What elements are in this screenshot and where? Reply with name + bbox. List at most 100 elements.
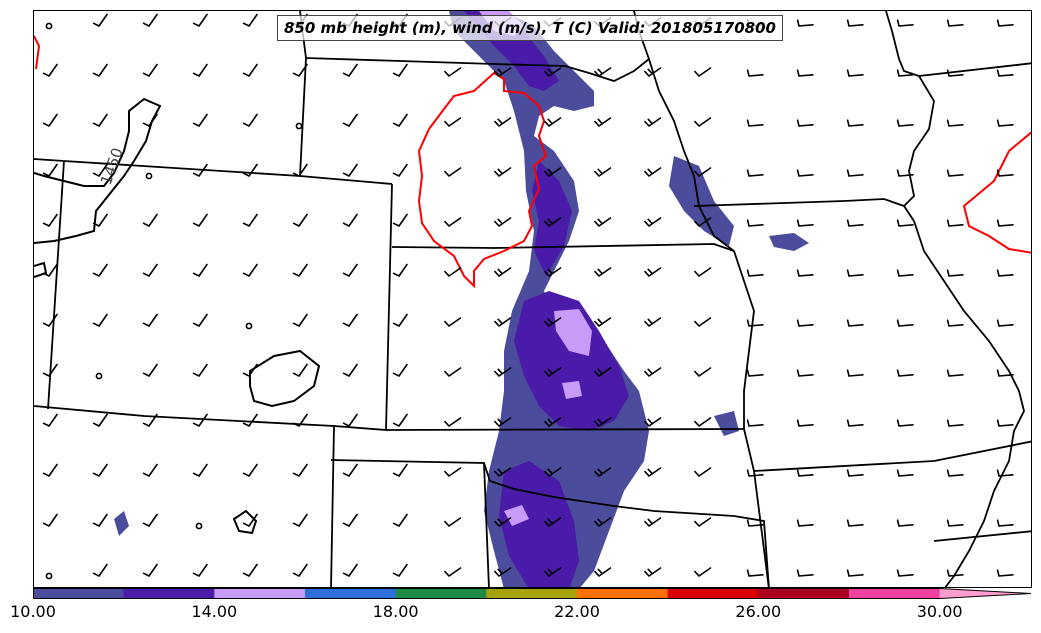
wind-barb <box>746 219 764 227</box>
colorbar <box>33 588 1032 599</box>
wind-barb <box>292 263 308 277</box>
wind-barb <box>896 319 914 327</box>
wind-barb <box>946 519 964 527</box>
wind-barb <box>392 113 408 127</box>
wind-barb <box>694 567 712 577</box>
wind-barb <box>746 519 764 527</box>
wind-barb <box>644 517 662 527</box>
colorbar-bin <box>758 588 850 599</box>
wind-barb <box>544 167 562 177</box>
contour-label: 1450 <box>97 145 127 187</box>
wind-barb <box>896 219 914 227</box>
wind-barb <box>444 567 462 577</box>
wind-barb <box>846 269 864 277</box>
wind-barb <box>242 213 258 227</box>
wind-barb <box>242 13 258 27</box>
wind-barb <box>544 417 562 427</box>
wind-barb <box>42 213 58 227</box>
wind-barb <box>292 63 308 77</box>
wind-barb <box>544 567 562 577</box>
wind-barb <box>644 367 662 377</box>
wind-barb <box>746 469 764 477</box>
wind-barb <box>996 419 1014 427</box>
wind-barb <box>746 419 764 427</box>
wind-barb <box>92 113 108 127</box>
wind-barb <box>644 167 662 177</box>
wind-barb <box>92 163 108 177</box>
shading-region <box>669 156 734 246</box>
wind-barb <box>694 317 712 327</box>
wind-speed-shading <box>114 11 809 587</box>
wind-barb <box>444 517 462 527</box>
wind-barb <box>444 217 462 227</box>
wind-barb <box>996 119 1014 127</box>
wind-barb <box>494 517 512 527</box>
wind-barb <box>192 363 208 377</box>
wind-barb <box>242 513 258 527</box>
colorbar-tick-label: 30.00 <box>916 602 963 621</box>
wind-barb <box>946 119 964 127</box>
wind-barb <box>996 269 1014 277</box>
wind-barb <box>594 367 612 377</box>
wind-barb <box>444 417 462 427</box>
wind-barb <box>342 563 358 577</box>
map-canvas: 1450 <box>34 11 1031 587</box>
wind-barb <box>594 417 612 427</box>
wind-barb <box>846 119 864 127</box>
wind-barb <box>946 419 964 427</box>
wind-barb <box>594 567 612 577</box>
wind-barb <box>694 217 712 227</box>
wind-barb <box>92 313 108 327</box>
wind-barb <box>644 567 662 577</box>
wind-barb <box>92 463 108 477</box>
wind-barb <box>594 67 612 77</box>
wind-barb <box>896 419 914 427</box>
wind-barb <box>694 417 712 427</box>
wind-barb <box>142 263 158 277</box>
colorbar-tick-label: 10.00 <box>10 602 56 621</box>
wind-barb <box>192 263 208 277</box>
wind-barb <box>544 67 562 77</box>
shading-region <box>769 233 809 251</box>
wind-barb <box>996 469 1014 477</box>
colorbar-bin <box>214 588 306 599</box>
wind-barb <box>996 369 1014 377</box>
wind-barb <box>292 413 308 427</box>
wind-barb <box>746 319 764 327</box>
wind-barb <box>292 213 308 227</box>
wind-barb <box>392 513 408 527</box>
wind-barb <box>494 217 512 227</box>
wind-barb <box>996 69 1014 77</box>
wind-barb <box>392 413 408 427</box>
wind-barb <box>494 167 512 177</box>
wind-barb <box>342 363 358 377</box>
wind-barb <box>796 69 814 77</box>
wind-barb <box>292 313 308 327</box>
wind-barb <box>694 267 712 277</box>
wind-barb <box>796 219 814 227</box>
wind-barb <box>494 317 512 327</box>
wind-barb <box>846 569 864 577</box>
wind-barb <box>192 113 208 127</box>
wind-barb <box>694 367 712 377</box>
wind-barb <box>242 563 258 577</box>
wind-barb <box>42 113 58 127</box>
wind-barb <box>292 463 308 477</box>
wind-barb <box>644 417 662 427</box>
wind-barb <box>946 369 964 377</box>
wind-barb <box>594 517 612 527</box>
wind-barb <box>292 363 308 377</box>
wind-barb <box>494 567 512 577</box>
wind-barb <box>694 467 712 477</box>
wind-barb <box>444 317 462 327</box>
wind-barb <box>644 467 662 477</box>
wind-barb <box>946 319 964 327</box>
wind-barb <box>342 63 358 77</box>
wind-barb <box>946 569 964 577</box>
colorbar-bin <box>305 588 397 599</box>
wind-barb <box>644 117 662 127</box>
wind-barb <box>746 119 764 127</box>
colorbar-bin <box>577 588 669 599</box>
wind-barb <box>42 463 58 477</box>
wind-barb <box>92 563 108 577</box>
